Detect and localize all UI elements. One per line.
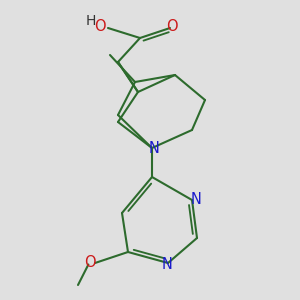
Text: N: N (190, 193, 201, 208)
Text: H: H (85, 14, 96, 28)
Text: O: O (167, 19, 178, 34)
Text: N: N (149, 141, 160, 156)
Text: O: O (94, 19, 105, 34)
Text: N: N (162, 257, 173, 272)
Text: O: O (84, 255, 95, 270)
